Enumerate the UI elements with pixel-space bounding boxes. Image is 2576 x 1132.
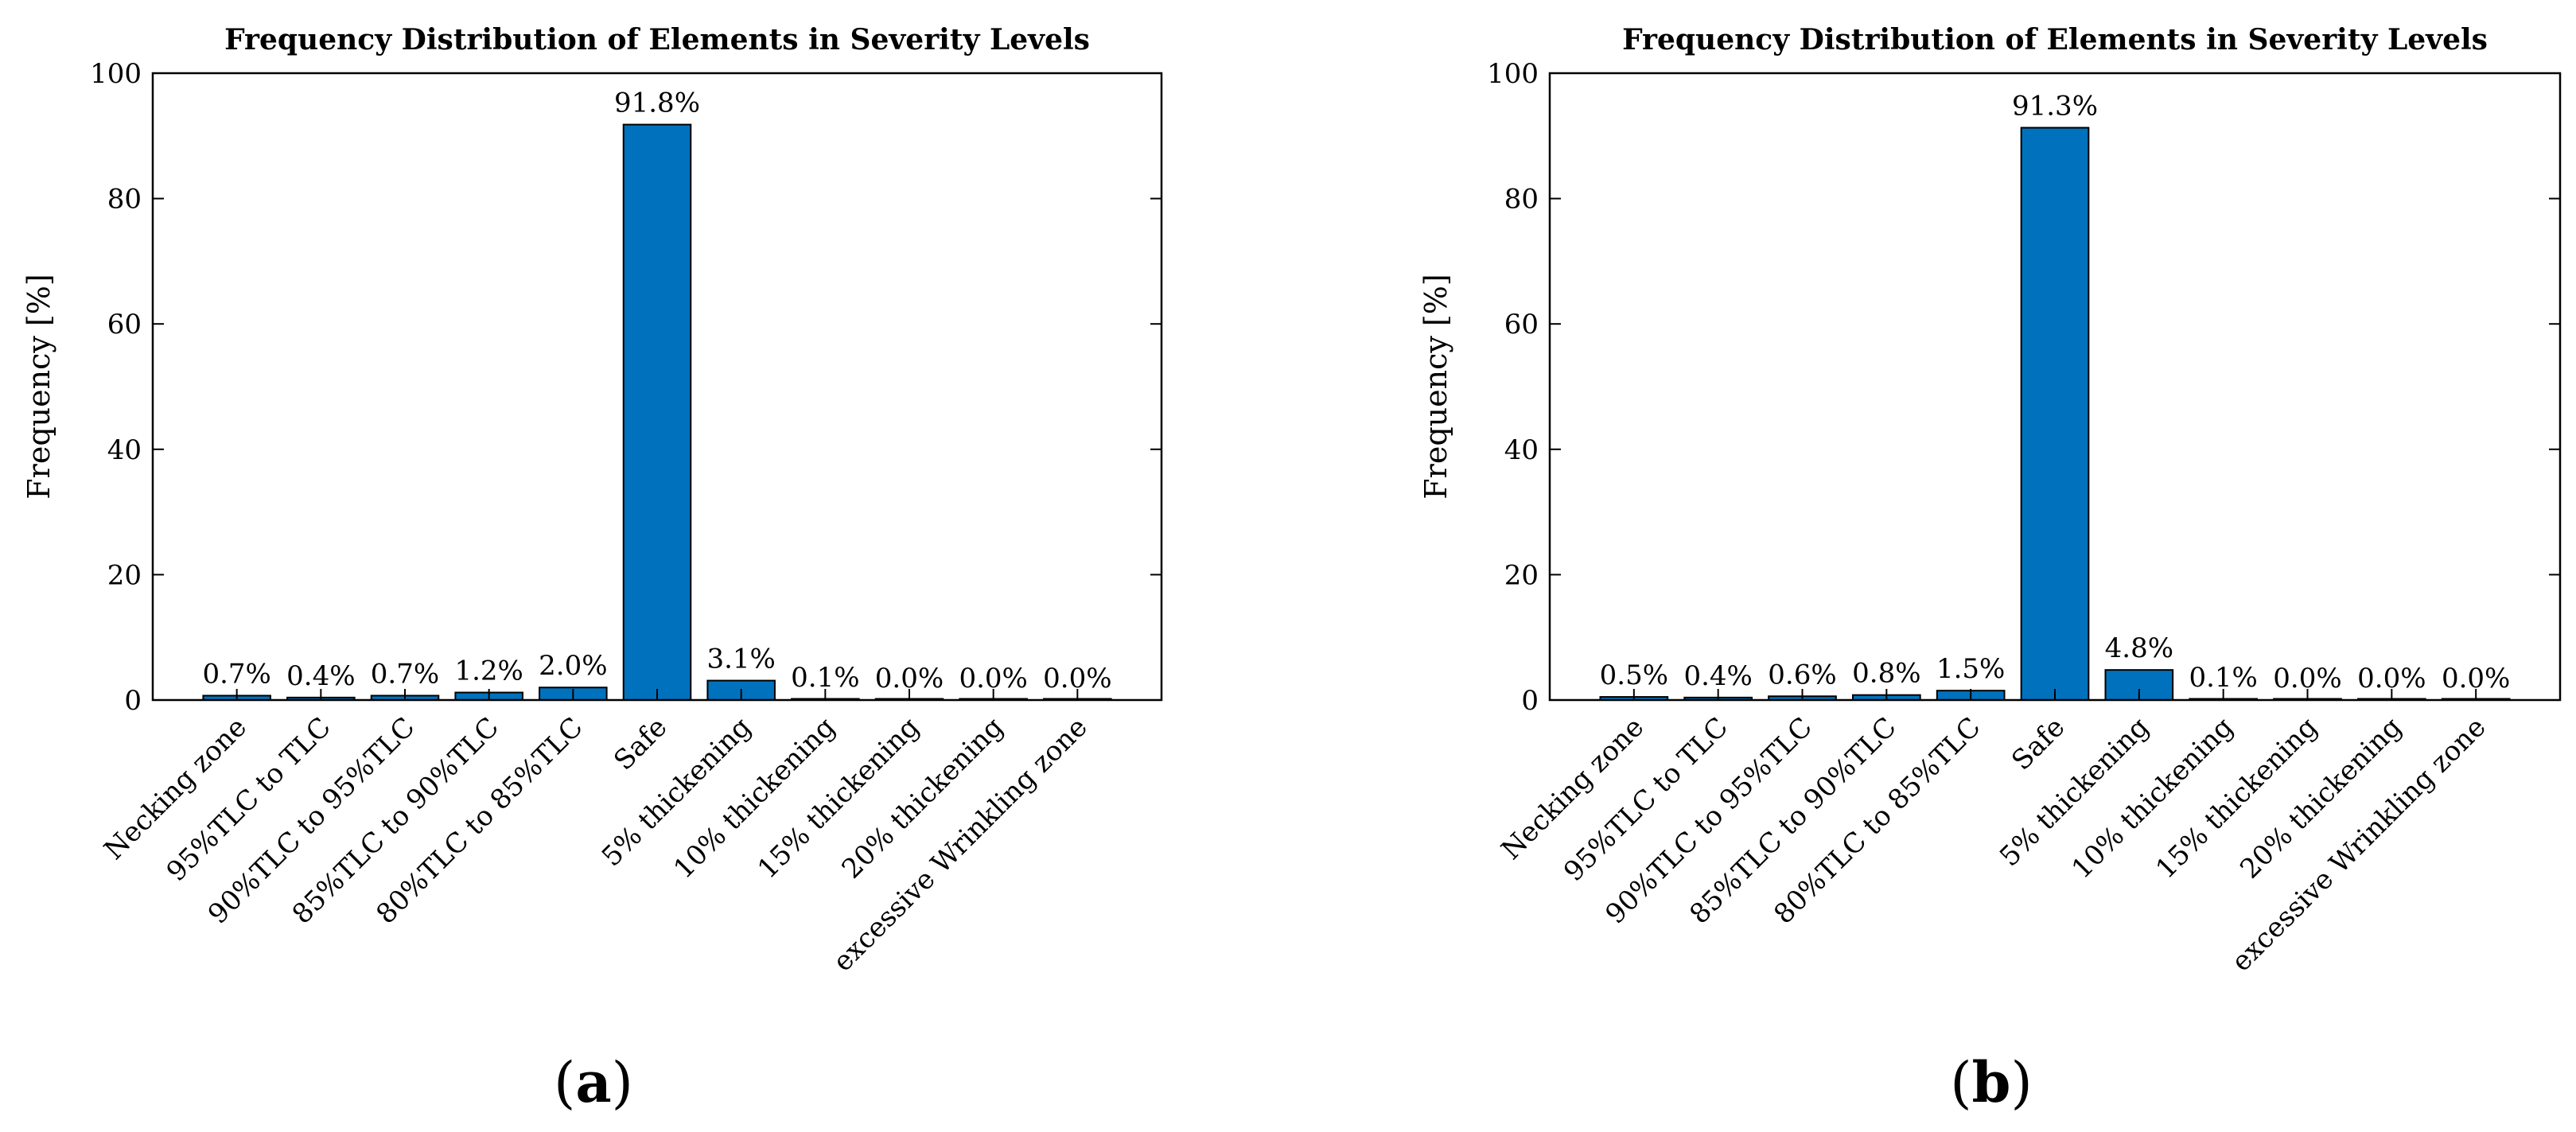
chart-panel-a: Frequency Distribution of Elements in Se… bbox=[21, 23, 1163, 1115]
data-label: 0.7% bbox=[371, 658, 439, 690]
chart-title: Frequency Distribution of Elements in Se… bbox=[1622, 23, 2488, 56]
data-label: 0.5% bbox=[1600, 659, 1668, 691]
x-tick-label: Necking zone bbox=[98, 711, 253, 866]
y-tick-label: 40 bbox=[1504, 434, 1539, 466]
x-tick-label: 5% thickening bbox=[1994, 711, 2155, 873]
plot-frame bbox=[151, 72, 1163, 702]
data-label: 2.0% bbox=[539, 650, 607, 682]
data-label: 0.1% bbox=[2189, 662, 2257, 694]
y-tick-label: 80 bbox=[107, 184, 142, 216]
y-tick-label: 0 bbox=[1521, 685, 1539, 717]
plot-frame bbox=[1548, 72, 2562, 702]
y-tick-label: 60 bbox=[107, 309, 142, 340]
y-axis-label: Frequency [%] bbox=[21, 274, 56, 499]
chart-panel-b: Frequency Distribution of Elements in Se… bbox=[1418, 23, 2562, 1115]
y-tick-label: 60 bbox=[1504, 309, 1539, 340]
data-label: 0.8% bbox=[1852, 658, 1920, 690]
data-label: 91.3% bbox=[2012, 91, 2098, 123]
data-label: 4.8% bbox=[2105, 632, 2173, 664]
x-tick-label: Safe bbox=[608, 711, 673, 776]
y-tick-label: 20 bbox=[1504, 559, 1539, 591]
data-label: 3.1% bbox=[706, 644, 775, 675]
data-label: 0.1% bbox=[791, 662, 859, 694]
data-label: 1.5% bbox=[1936, 653, 2005, 685]
bar bbox=[2020, 126, 2090, 701]
data-label: 0.6% bbox=[1768, 659, 1836, 690]
x-tick-label: 5% thickening bbox=[596, 711, 757, 873]
y-tick-label: 0 bbox=[124, 685, 142, 717]
bar bbox=[622, 123, 692, 701]
y-tick-label: 40 bbox=[107, 434, 142, 466]
data-label: 0.4% bbox=[1683, 660, 1752, 692]
y-axis-label: Frequency [%] bbox=[1418, 274, 1453, 499]
y-tick-label: 20 bbox=[107, 559, 142, 591]
data-label: 1.2% bbox=[454, 655, 523, 687]
panel-label: (a) bbox=[554, 1049, 633, 1115]
data-label: 91.8% bbox=[614, 88, 700, 119]
x-tick-label: Safe bbox=[2006, 711, 2071, 776]
data-label: 0.4% bbox=[286, 660, 355, 692]
data-label: 0.7% bbox=[202, 658, 270, 690]
panel-label: (b) bbox=[1950, 1049, 2033, 1115]
chart-title: Frequency Distribution of Elements in Se… bbox=[224, 23, 1090, 56]
y-tick-label: 100 bbox=[90, 58, 142, 90]
x-tick-label: Necking zone bbox=[1496, 711, 1651, 866]
y-tick-label: 100 bbox=[1487, 58, 1539, 90]
y-tick-label: 80 bbox=[1504, 184, 1539, 216]
